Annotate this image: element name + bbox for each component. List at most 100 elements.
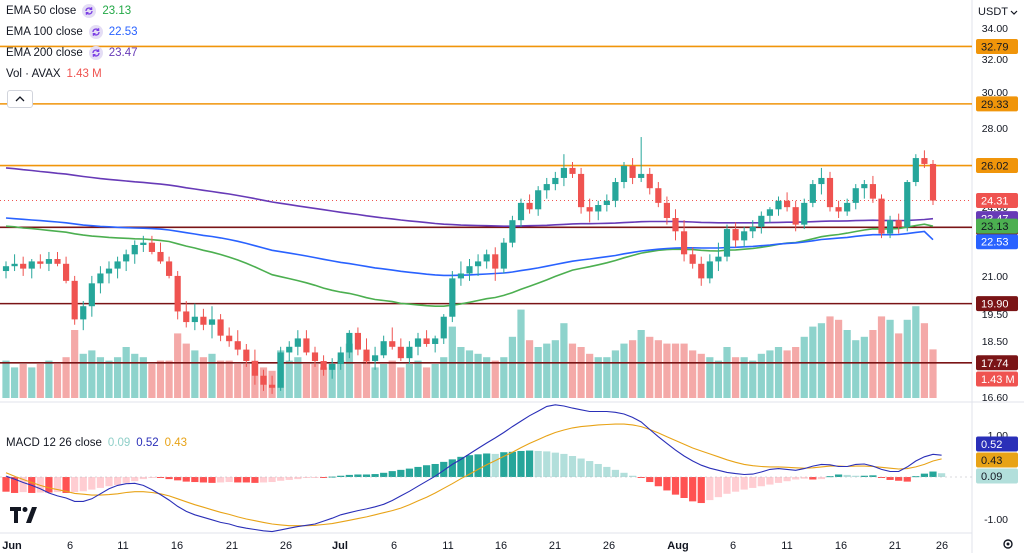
- macd-histogram-bar: [242, 477, 250, 483]
- legend-ema100[interactable]: EMA 100 close 22.53: [6, 25, 138, 39]
- macd-histogram-bar: [122, 477, 130, 483]
- price-axis-tick: 30.00: [982, 87, 1008, 99]
- volume-bar: [714, 360, 723, 398]
- macd-histogram-bar: [105, 477, 113, 487]
- refresh-icon[interactable]: [82, 4, 97, 18]
- candle-body: [680, 231, 688, 255]
- volume-bar: [568, 343, 577, 398]
- macd-histogram-bar: [96, 477, 105, 488]
- candle-body: [560, 167, 568, 178]
- level-label: 29.33: [981, 99, 1009, 111]
- macd-histogram-bar: [568, 456, 577, 477]
- volume-bar: [731, 357, 740, 398]
- macd-histogram-bar: [757, 477, 765, 487]
- volume-bar: [234, 364, 242, 398]
- candle-body: [655, 188, 662, 203]
- macd-histogram-bar: [88, 477, 96, 490]
- candle-body: [260, 375, 267, 385]
- candle-body: [251, 361, 259, 376]
- macd-histogram-bar: [783, 477, 791, 482]
- macd-histogram-bar: [560, 453, 568, 477]
- collapse-legend-button[interactable]: [7, 90, 33, 108]
- macd-histogram-bar: [216, 477, 225, 483]
- volume-bar: [208, 353, 216, 398]
- macd-histogram-bar: [697, 477, 705, 504]
- time-axis-tick: 26: [280, 540, 292, 552]
- candle-body: [414, 338, 422, 347]
- macd-histogram-bar: [500, 452, 508, 477]
- candle-body: [663, 202, 671, 218]
- volume-bar: [543, 343, 551, 398]
- candle-body: [457, 273, 465, 279]
- refresh-icon[interactable]: [88, 46, 103, 60]
- macd-histogram-bar: [860, 475, 868, 477]
- time-axis-tick: 16: [835, 540, 847, 552]
- time-axis-tick: 21: [549, 540, 561, 552]
- volume-bar: [216, 360, 225, 398]
- volume-bar: [920, 323, 929, 398]
- macd-axis-tick: -1.00: [984, 514, 1008, 526]
- macd-histogram-bar: [251, 477, 259, 483]
- legend-ema200[interactable]: EMA 200 close 23.47: [6, 46, 138, 60]
- candle-body: [595, 205, 602, 212]
- macd-histogram-bar: [268, 477, 276, 483]
- level-label: 26.02: [981, 161, 1009, 173]
- candle-body: [500, 242, 507, 269]
- settings-gear-icon[interactable]: [1002, 537, 1014, 555]
- volume-bar: [723, 347, 731, 398]
- candle-body: [835, 207, 842, 212]
- candle-body: [509, 220, 516, 243]
- volume-bar: [508, 336, 517, 398]
- volume-bar: [783, 350, 791, 398]
- volume-bar: [517, 309, 525, 398]
- volume-bar: [903, 319, 911, 398]
- candle-body: [174, 275, 181, 312]
- candle-body: [28, 261, 35, 269]
- legend-macd-name: MACD 12 26 close: [6, 437, 102, 449]
- legend-macd[interactable]: MACD 12 26 close 0.09 0.52 0.43: [6, 436, 187, 450]
- price-label-ema50: 23.13: [981, 221, 1009, 233]
- macd-histogram-bar: [680, 477, 688, 498]
- time-axis-tick: 11: [781, 540, 792, 552]
- legend-ema50[interactable]: EMA 50 close 23.13: [6, 4, 131, 18]
- macd-histogram-bar: [706, 477, 714, 501]
- candle-body: [354, 332, 362, 350]
- candle-body: [792, 207, 799, 225]
- volume-bar: [199, 357, 208, 398]
- volume-bar: [620, 343, 628, 398]
- candle-body: [603, 200, 610, 206]
- refresh-icon[interactable]: [88, 25, 103, 39]
- volume-bar: [646, 336, 654, 398]
- volume-bar: [191, 350, 199, 398]
- volume-bar: [689, 350, 697, 398]
- currency-selector[interactable]: USDT: [978, 6, 1018, 18]
- candle-body: [294, 338, 301, 347]
- volume-bar: [749, 360, 757, 398]
- price-axis-tick: 34.00: [982, 23, 1008, 35]
- candle-body: [517, 202, 525, 221]
- candle-body: [380, 341, 387, 356]
- macd-histogram-bar: [517, 450, 525, 477]
- volume-bar: [877, 316, 886, 398]
- tradingview-logo[interactable]: [10, 507, 40, 528]
- volume-bar: [895, 333, 903, 398]
- time-axis-tick: 26: [603, 540, 615, 552]
- legend-ema100-name: EMA 100 close: [6, 26, 83, 38]
- candle-body: [638, 173, 645, 178]
- macd-value-label-bg: [976, 468, 1018, 484]
- candle-body: [689, 254, 696, 264]
- time-axis-tick: 6: [67, 540, 73, 552]
- candle-body: [440, 316, 447, 339]
- macd-histogram-bar: [19, 477, 27, 493]
- macd-histogram-bar: [71, 477, 79, 493]
- candle-body: [706, 261, 713, 279]
- macd-histogram-bar: [603, 466, 611, 477]
- candle-body: [208, 319, 216, 325]
- legend-volume[interactable]: Vol · AVAX 1.43 M: [6, 67, 102, 81]
- macd-histogram-bar: [371, 474, 379, 477]
- price-axis-tick: 32.00: [982, 54, 1008, 66]
- candle-body: [88, 283, 95, 307]
- volume-label-bg: [976, 371, 1018, 387]
- macd-histogram-bar: [53, 477, 62, 493]
